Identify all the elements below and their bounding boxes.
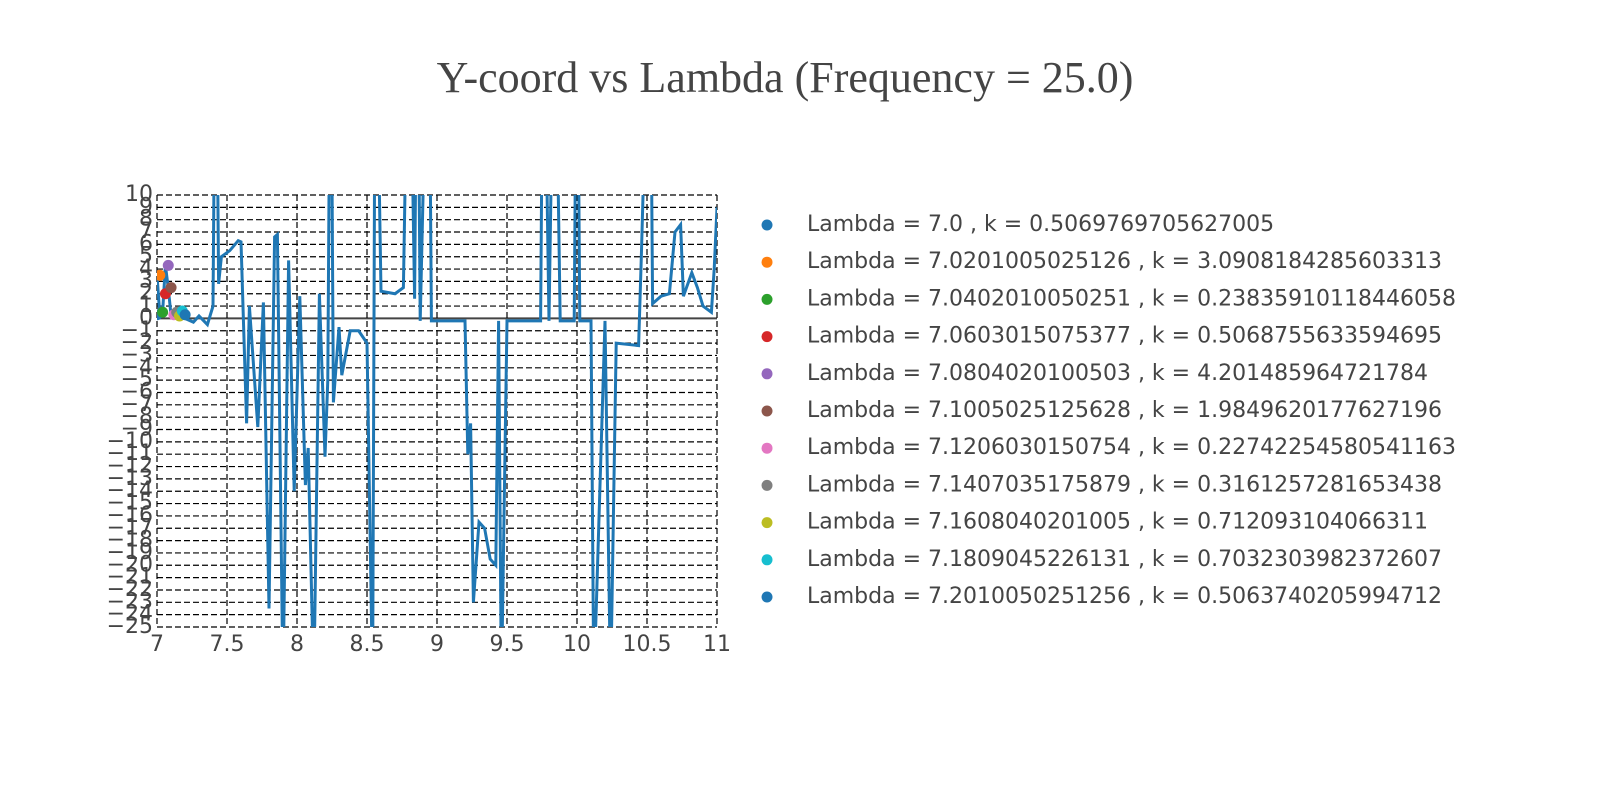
legend-marker bbox=[761, 405, 773, 417]
y-tick-label: −22 bbox=[107, 577, 153, 602]
y-tick-label: 0 bbox=[139, 305, 153, 330]
legend-marker bbox=[761, 293, 773, 305]
legend-marker bbox=[761, 517, 773, 529]
y-tick-label: 5 bbox=[139, 244, 153, 269]
legend-marker bbox=[761, 368, 773, 380]
y-tick-label: −19 bbox=[107, 540, 153, 565]
y-tick-label: −16 bbox=[107, 503, 153, 528]
chart-title: Y-coord vs Lambda (Frequency = 25.0) bbox=[437, 53, 1134, 102]
legend-marker bbox=[761, 479, 773, 491]
y-tick-label: −17 bbox=[107, 515, 153, 540]
legend-label: Lambda = 7.1206030150754 , k = 0.2274225… bbox=[807, 435, 1456, 460]
x-tick-label: 7 bbox=[150, 632, 164, 657]
y-tick-label: 7 bbox=[139, 219, 153, 244]
legend-label: Lambda = 7.0804020100503 , k = 4.2014859… bbox=[807, 361, 1428, 386]
legend-label: Lambda = 7.0 , k = 0.5069769705627005 bbox=[807, 212, 1274, 237]
data-point bbox=[165, 282, 177, 294]
x-tick-label: 7.5 bbox=[210, 632, 245, 657]
axes: −25−24−23−22−21−20−19−18−17−16−15−14−13−… bbox=[107, 182, 731, 657]
y-tick-label: −2 bbox=[121, 330, 153, 355]
data-point bbox=[162, 259, 174, 271]
data-point bbox=[157, 269, 166, 281]
y-tick-label: −3 bbox=[121, 342, 153, 367]
y-tick-label: −15 bbox=[107, 491, 153, 516]
legend-label: Lambda = 7.0603015075377 , k = 0.5068755… bbox=[807, 324, 1442, 349]
y-tick-label: 3 bbox=[139, 268, 153, 293]
y-tick-label: 1 bbox=[139, 293, 153, 318]
x-tick-label: 9 bbox=[430, 632, 444, 657]
y-tick-label: −10 bbox=[107, 429, 153, 454]
plot-area bbox=[157, 195, 717, 627]
y-tick-label: −24 bbox=[107, 602, 153, 627]
y-tick-label: 4 bbox=[139, 256, 153, 281]
x-tick-label: 10.5 bbox=[623, 632, 672, 657]
legend-marker bbox=[761, 331, 773, 343]
y-tick-label: −5 bbox=[121, 367, 153, 392]
legend-label: Lambda = 7.0201005025126 , k = 3.0908184… bbox=[807, 249, 1442, 274]
y-tick-label: 10 bbox=[125, 182, 153, 207]
data-point bbox=[179, 309, 191, 321]
legend-marker bbox=[761, 442, 773, 454]
legend: Lambda = 7.0 , k = 0.5069769705627005 Lam… bbox=[761, 212, 1456, 609]
y-tick-label: −11 bbox=[107, 441, 153, 466]
y-tick-label: −1 bbox=[121, 318, 153, 343]
y-tick-label: −21 bbox=[107, 565, 153, 590]
x-tick-label: 8.5 bbox=[350, 632, 385, 657]
y-tick-label: −14 bbox=[107, 478, 153, 503]
y-tick-label: −4 bbox=[121, 355, 153, 380]
legend-label: Lambda = 7.1809045226131 , k = 0.7032303… bbox=[807, 547, 1442, 572]
y-tick-label: 8 bbox=[139, 207, 153, 232]
legend-label: Lambda = 7.1005025125628 , k = 1.9849620… bbox=[807, 398, 1442, 423]
legend-label: Lambda = 7.2010050251256 , k = 0.5063740… bbox=[807, 584, 1442, 609]
x-tick-label: 8 bbox=[290, 632, 304, 657]
y-tick-label: −8 bbox=[121, 404, 153, 429]
y-tick-label: −18 bbox=[107, 528, 153, 553]
y-tick-label: −23 bbox=[107, 589, 153, 614]
data-line bbox=[157, 195, 717, 627]
y-tick-label: −7 bbox=[121, 392, 153, 417]
legend-label: Lambda = 7.1407035175879 , k = 0.3161257… bbox=[807, 472, 1442, 497]
y-tick-label: 2 bbox=[139, 281, 153, 306]
y-tick-label: −20 bbox=[107, 552, 153, 577]
x-tick-label: 10 bbox=[563, 632, 591, 657]
y-tick-label: 6 bbox=[139, 231, 153, 256]
legend-marker bbox=[761, 256, 773, 268]
y-tick-label: 9 bbox=[139, 194, 153, 219]
y-tick-label: −6 bbox=[121, 379, 153, 404]
y-tick-label: −25 bbox=[107, 614, 153, 639]
y-tick-label: −9 bbox=[121, 417, 153, 442]
legend-marker bbox=[761, 591, 773, 603]
legend-label: Lambda = 7.1608040201005 , k = 0.7120931… bbox=[807, 510, 1428, 535]
legend-label: Lambda = 7.0402010050251 , k = 0.2383591… bbox=[807, 286, 1456, 311]
x-tick-label: 9.5 bbox=[490, 632, 525, 657]
data-point bbox=[157, 306, 169, 318]
y-tick-label: −12 bbox=[107, 454, 153, 479]
x-tick-label: 11 bbox=[703, 632, 731, 657]
legend-marker bbox=[761, 219, 773, 231]
legend-marker bbox=[761, 554, 773, 566]
y-tick-label: −13 bbox=[107, 466, 153, 491]
